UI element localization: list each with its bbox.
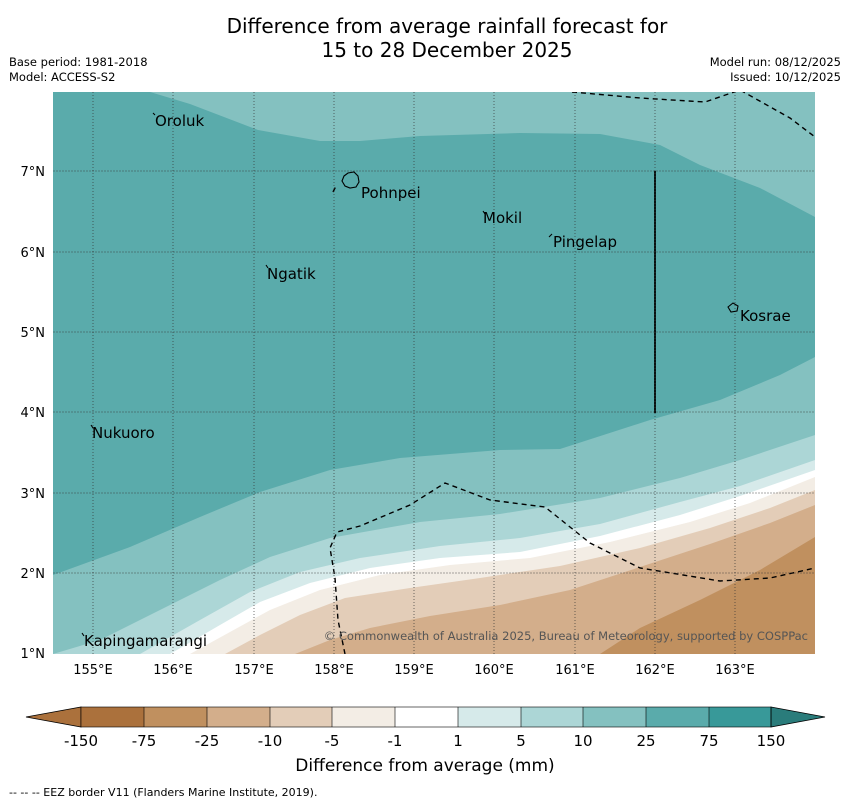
- lon-label: 159°E: [394, 663, 434, 678]
- meta-left: Base period: 1981-2018 Model: ACCESS-S2: [9, 55, 148, 85]
- colorbar-segment: [207, 707, 270, 727]
- colorbar-tick: 25: [636, 732, 655, 750]
- label-pingelap: Pingelap: [553, 233, 617, 251]
- label-oroluk: Oroluk: [155, 112, 204, 130]
- lon-label: 160°E: [474, 663, 514, 678]
- colorbar-outline: [80, 706, 772, 728]
- lat-label: 1°N: [21, 647, 46, 662]
- lon-label: 163°E: [715, 663, 755, 678]
- colorbar-segment: [521, 707, 583, 727]
- lon-label: 158°E: [314, 663, 354, 678]
- colorbar-segment: [81, 707, 144, 727]
- title-line-1: Difference from average rainfall forecas…: [226, 14, 668, 38]
- lat-label: 4°N: [21, 406, 46, 421]
- colorbar-segment: [395, 707, 458, 727]
- colorbar-tick: 150: [757, 732, 786, 750]
- oroluk-mark: [152, 112, 156, 116]
- colorbar-tick: -150: [64, 732, 98, 750]
- place-labels: Oroluk Pohnpei Mokil Pingelap Ngatik Kos…: [84, 112, 791, 650]
- band-top-10-25: [150, 92, 815, 217]
- colorbar-segment: [144, 707, 207, 727]
- colorbar-tick: 75: [699, 732, 718, 750]
- colorbar-segment: [709, 707, 771, 727]
- label-nukuoro: Nukuoro: [92, 424, 155, 442]
- colorbar-extend-low: [25, 706, 82, 728]
- eez-pohnpei-stub: [332, 185, 337, 193]
- colorbar-tick: 1: [453, 732, 463, 750]
- label-kosrae: Kosrae: [740, 307, 791, 325]
- eez-footnote: -- -- -- EEZ border V11 (Flanders Marine…: [9, 786, 318, 799]
- lat-label: 2°N: [21, 567, 46, 582]
- colorbar-segment: [583, 707, 646, 727]
- colorbar-segment: [458, 707, 521, 727]
- label-mokil: Mokil: [483, 209, 522, 227]
- colorbar-tick: -10: [258, 732, 283, 750]
- eez-south: [329, 482, 815, 654]
- lon-label: 157°E: [234, 663, 274, 678]
- colorbar-tick: 5: [516, 732, 526, 750]
- pohnpei-island-outline: [341, 171, 360, 189]
- eez-borders: [329, 92, 815, 654]
- colorbar: -150 -75 -25 -10 -5 -1 1 5 10 25 75 150: [25, 706, 826, 750]
- lon-label: 161°E: [555, 663, 595, 678]
- colorbar-segment: [332, 707, 395, 727]
- colorbar-extend-high: [770, 706, 826, 728]
- lat-label: 6°N: [21, 246, 46, 261]
- meta-right: Model run: 08/12/2025 Issued: 10/12/2025: [710, 55, 841, 85]
- colorbar-tick: -25: [195, 732, 220, 750]
- colorbar-segment: [270, 707, 332, 727]
- base-period: Base period: 1981-2018: [9, 55, 148, 69]
- eez-top: [571, 92, 815, 138]
- gridlines: [92, 92, 736, 654]
- nukuoro-mark: [90, 424, 94, 429]
- lat-label: 7°N: [21, 165, 46, 180]
- model-run: Model run: 08/12/2025: [709, 55, 841, 69]
- colorbar-frame: [80, 706, 772, 728]
- label-pohnpei: Pohnpei: [361, 184, 421, 202]
- band-minus75-minus25: [600, 537, 815, 654]
- map-area: Oroluk Pohnpei Mokil Pingelap Ngatik Kos…: [53, 92, 815, 654]
- pingelap-mark: [548, 233, 553, 238]
- colorbar-tick-labels: -150 -75 -25 -10 -5 -1 1 5 10 25 75 150: [64, 732, 785, 750]
- lat-axis-labels: 7°N 6°N 5°N 4°N 3°N 2°N 1°N: [21, 165, 46, 662]
- title-line-2: 15 to 28 December 2025: [321, 38, 573, 62]
- ngatik-mark: [265, 264, 269, 269]
- copyright-text: © Commonwealth of Australia 2025, Bureau…: [324, 629, 808, 643]
- issued-date: Issued: 10/12/2025: [730, 70, 841, 84]
- lat-label: 5°N: [21, 326, 46, 341]
- islands: [81, 112, 739, 637]
- lon-label: 155°E: [73, 663, 113, 678]
- map-title: Difference from average rainfall forecas…: [0, 14, 850, 62]
- kapinga-mark: [81, 632, 85, 637]
- colorbar-tick: -5: [325, 732, 340, 750]
- model-name: Model: ACCESS-S2: [9, 70, 116, 84]
- colorbar-tick: 10: [573, 732, 592, 750]
- lon-axis-labels: 155°E 156°E 157°E 158°E 159°E 160°E 161°…: [73, 663, 755, 678]
- mokil-mark: [482, 210, 486, 215]
- kosrae-island-outline: [727, 302, 739, 313]
- colorbar-tick: -1: [388, 732, 403, 750]
- lon-label: 156°E: [153, 663, 193, 678]
- gridlines-lat: [53, 170, 815, 574]
- colorbar-tick: -75: [132, 732, 157, 750]
- colorbar-segment: [646, 707, 709, 727]
- colorbar-title: Difference from average (mm): [295, 756, 555, 776]
- label-ngatik: Ngatik: [267, 265, 316, 283]
- label-kapingamarangi: Kapingamarangi: [84, 632, 207, 650]
- lat-label: 3°N: [21, 487, 46, 502]
- lon-label: 162°E: [635, 663, 675, 678]
